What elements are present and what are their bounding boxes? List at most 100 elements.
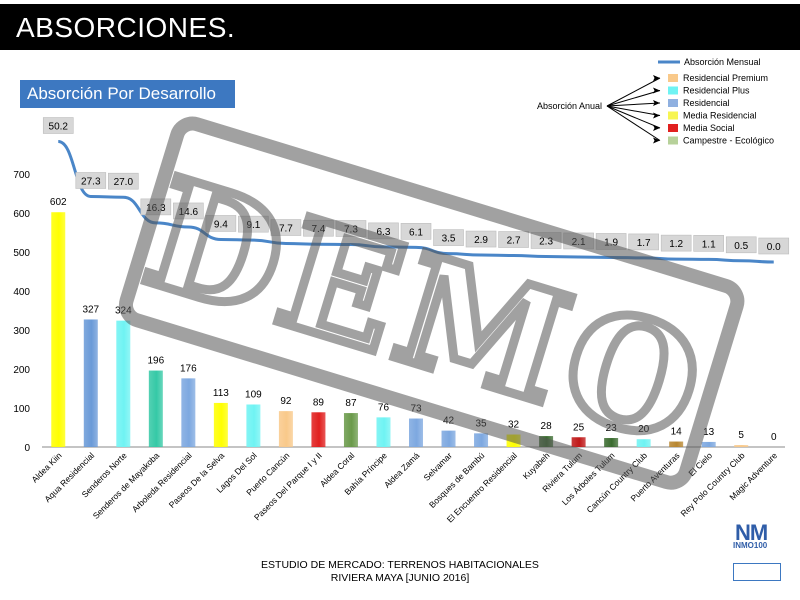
bar-value-label: 32 xyxy=(508,420,520,431)
legend-swatch xyxy=(668,136,678,145)
bar xyxy=(213,402,228,447)
legend-item-label: Media Residencial xyxy=(683,111,757,121)
legend-arrow xyxy=(606,105,661,141)
legend-item-label: Residencial Premium xyxy=(683,73,768,83)
monthly-value-label: 2.3 xyxy=(539,236,553,247)
legend-arrow xyxy=(606,102,661,107)
monthly-value-label: 9.1 xyxy=(246,220,260,231)
page-title: ABSORCIONES. xyxy=(16,12,236,43)
legend-swatch xyxy=(668,124,678,132)
footer-line-2: RIVIERA MAYA [JUNIO 2016] xyxy=(330,572,470,584)
bar-value-label: 5 xyxy=(738,430,744,441)
legend: Absorción Mensual Absorción Anual Residenc… xyxy=(537,57,774,146)
monthly-line-layer: 50.227.3 27.016.3 14.69.4 9.1 7.7 7.4 7.3 6.3 6.… xyxy=(42,117,790,264)
y-tick-label: 200 xyxy=(13,365,30,376)
bar xyxy=(181,378,196,447)
bar-value-label: 87 xyxy=(345,398,357,409)
monthly-value-label: 7.7 xyxy=(279,224,293,235)
monthly-value-label: 0.5 xyxy=(734,241,748,252)
bar-value-label: 89 xyxy=(313,397,325,408)
section-label-box: Absorción Por Desarrollo xyxy=(20,80,235,108)
monthly-value-box xyxy=(725,236,757,254)
monthly-value-box xyxy=(75,172,107,189)
legend-line-label: Absorción Mensual xyxy=(684,57,761,67)
monthly-value-box xyxy=(465,230,497,248)
bar-value-label: 13 xyxy=(703,427,715,438)
section-label: Absorción Por Desarrollo xyxy=(27,84,216,103)
monthly-value-label: 1.1 xyxy=(702,239,716,250)
monthly-value-label: 2.9 xyxy=(474,235,488,246)
bar xyxy=(343,413,358,447)
monthly-value-box xyxy=(205,215,237,232)
monthly-value-label: 14.6 xyxy=(179,207,199,218)
bar-value-label: 602 xyxy=(50,197,67,208)
bar xyxy=(376,417,391,447)
y-tick-label: 600 xyxy=(13,209,30,220)
monthly-value-label: 6.1 xyxy=(409,227,423,238)
bar-value-label: 92 xyxy=(280,396,292,407)
monthly-value-box xyxy=(238,215,269,233)
x-tick-label: Bosques de Bambú xyxy=(427,450,487,510)
bar-value-label: 327 xyxy=(82,304,99,315)
monthly-value-label: 1.2 xyxy=(669,239,683,250)
monthly-value-label: 7.3 xyxy=(344,224,358,235)
legend-arrow xyxy=(606,105,661,116)
bar xyxy=(571,437,586,447)
monthly-value-label: 1.9 xyxy=(604,237,618,248)
monthly-value-label: 2.7 xyxy=(507,236,521,247)
bar xyxy=(148,370,163,447)
footer: ESTUDIO DE MERCADO: TERRENOS HABITACIONA… xyxy=(200,559,600,585)
bar-value-label: 113 xyxy=(213,388,229,399)
monthly-value-label: 6.3 xyxy=(377,227,391,238)
legend-arrow xyxy=(606,105,661,129)
monthly-value-box xyxy=(270,219,302,236)
legend-item-label: Media Social xyxy=(683,123,735,133)
y-tick-label: 100 xyxy=(13,404,30,415)
legend-swatch xyxy=(668,111,678,120)
legend-swatch xyxy=(668,99,678,107)
bar-value-label: 25 xyxy=(573,422,585,433)
page-number-box xyxy=(733,563,781,581)
x-tick-label: Paseos De la Selva xyxy=(167,450,227,510)
legend-item-label: Residencial Plus xyxy=(683,86,750,96)
bar xyxy=(116,320,131,447)
monthly-value-label: 7.4 xyxy=(311,224,325,235)
bar xyxy=(701,441,716,447)
monthly-value-box xyxy=(368,222,399,240)
bar xyxy=(734,445,749,447)
bar xyxy=(474,433,489,447)
monthly-value-label: 50.2 xyxy=(49,122,69,133)
legend-arrow xyxy=(606,90,661,107)
monthly-value-box xyxy=(758,237,790,255)
legend-arrow-head xyxy=(653,112,660,119)
bar xyxy=(669,441,684,447)
legend-arrow-head xyxy=(653,75,660,81)
bar-value-label: 76 xyxy=(378,402,390,413)
legend-item-label: Campestre - Ecológico xyxy=(683,136,774,146)
monthly-value-box xyxy=(400,223,432,240)
x-tick-label: Aldea Kiin xyxy=(30,450,64,484)
legend-arrow-head xyxy=(653,100,660,106)
y-tick-label: 0 xyxy=(24,443,30,454)
monthly-value-label: 0.0 xyxy=(767,242,781,253)
bar xyxy=(441,430,456,447)
bar-value-label: 28 xyxy=(541,421,553,432)
monthly-value-label: 1.7 xyxy=(637,238,651,249)
bar-value-label: 20 xyxy=(638,424,650,435)
y-tick-label: 400 xyxy=(13,287,30,298)
legend-item-label: Residencial xyxy=(683,98,730,108)
x-tick-label: Kuyabeh xyxy=(521,450,552,481)
bar xyxy=(51,212,66,447)
y-tick-label: 700 xyxy=(13,170,30,181)
legend-arrow-head xyxy=(653,87,660,94)
logo-mark: NM xyxy=(735,520,768,545)
bar xyxy=(604,438,619,447)
legend-swatch xyxy=(668,74,678,82)
monthly-value-box xyxy=(693,235,724,252)
demo-stamp-border xyxy=(118,116,745,490)
x-tick-label: Aldea Zamá xyxy=(382,450,422,490)
bar xyxy=(636,439,651,447)
monthly-value-box xyxy=(498,231,529,248)
